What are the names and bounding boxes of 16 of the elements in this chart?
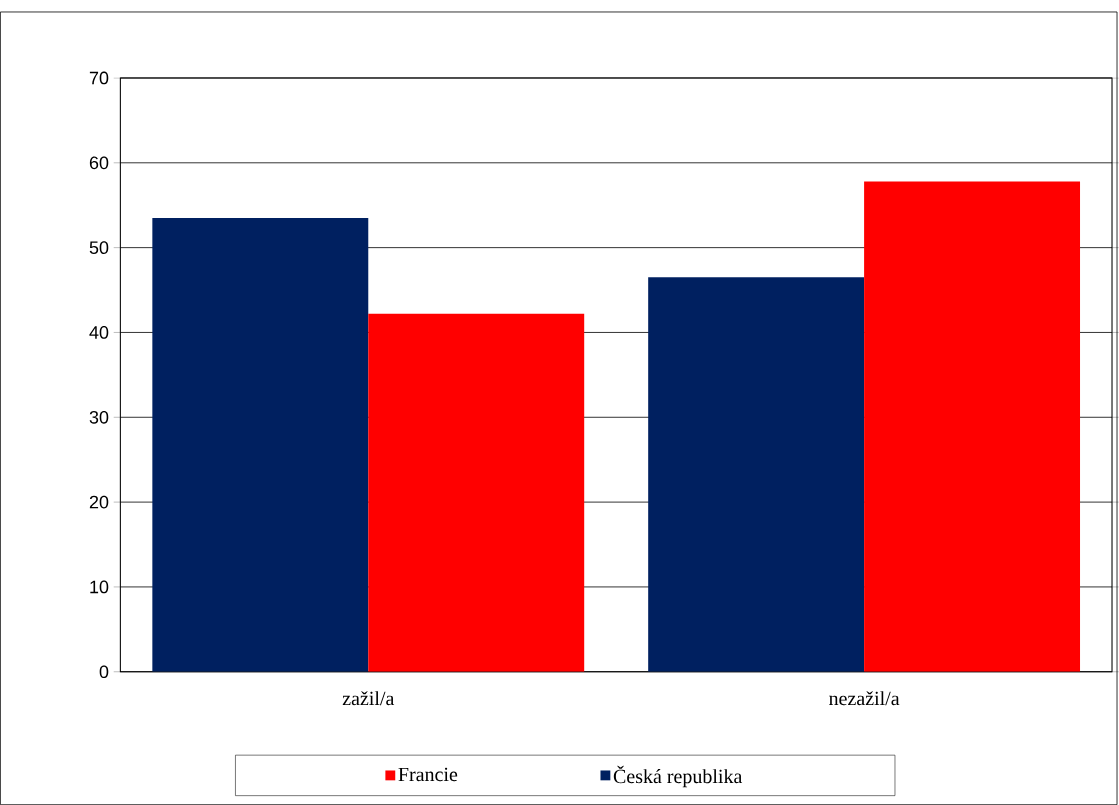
bar: [864, 181, 1081, 672]
y-tick-label: 40: [89, 326, 109, 339]
legend-label: Francie: [398, 767, 458, 782]
legend-label: Česká republika: [613, 765, 743, 788]
y-tick-label: 0: [99, 665, 109, 679]
y-tick-label: 60: [89, 156, 109, 170]
bar: [648, 277, 865, 672]
y-tick-label: 10: [90, 580, 109, 594]
y-tick-label: 30: [89, 410, 109, 424]
y-tick-label: 20: [89, 495, 109, 509]
bar: [368, 313, 585, 672]
x-tick-label: zažil/a: [342, 691, 395, 706]
y-tick-label: 50: [89, 241, 109, 254]
bar: [152, 217, 369, 672]
y-tick-label: 70: [89, 71, 109, 85]
x-tick-label: nezažil/a: [829, 691, 900, 706]
